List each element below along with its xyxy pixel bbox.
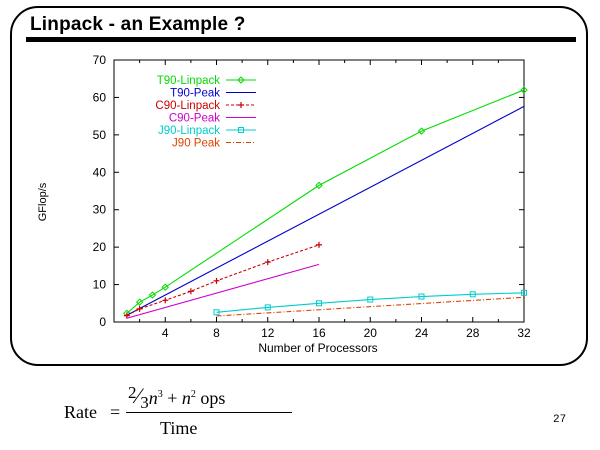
formula-plus: +: [162, 388, 182, 408]
formula-n-term: n: [148, 388, 158, 408]
y-tick-label: 10: [93, 278, 107, 292]
x-tick-label: 20: [364, 326, 378, 340]
data-point-marker: [238, 127, 244, 133]
data-point-marker: [264, 304, 271, 311]
formula-n-term-2: n: [181, 388, 191, 408]
x-axis-label: Number of Processors: [258, 341, 377, 355]
data-point-marker: [187, 288, 194, 295]
data-point-marker: [316, 300, 322, 307]
data-point-marker: [367, 296, 374, 303]
x-tick-label: 28: [466, 326, 480, 340]
series-c90-peak: [126, 263, 320, 319]
slide-frame: [10, 6, 588, 366]
legend: T90-LinpackT90-PeakC90-LinpackC90-PeakJ9…: [155, 75, 256, 150]
data-point-marker: [123, 312, 130, 319]
rate-formula: Rate = 2⁄3n3 + n2 ops Time: [64, 382, 292, 442]
y-tick-label: 0: [99, 315, 106, 329]
x-tick-label: 12: [261, 326, 275, 340]
series-line: [216, 296, 525, 317]
data-point-marker: [520, 86, 528, 94]
formula-frac-denominator: 3: [140, 393, 149, 412]
data-point-marker: [213, 277, 220, 284]
series-t90-peak: [126, 105, 525, 316]
formula-numerator: 2⁄3n3 + n2 ops: [128, 383, 226, 412]
linpack-chart: 0 10 20 30 40 50 60 70 4 8 12 16 20 24 28 32 T90-Linpac…: [37, 53, 531, 355]
formula-exp-3: 3: [157, 389, 163, 400]
data-point-marker: [264, 259, 271, 266]
x-tick-label: 24: [415, 326, 429, 340]
legend-label: C90-Linpack: [155, 100, 220, 112]
legend-label: J90-Linpack: [158, 125, 220, 137]
series-c90-linpack: [123, 241, 322, 319]
y-tick-label: 60: [93, 90, 107, 104]
data-point-marker: [213, 309, 220, 316]
data-point-marker: [418, 293, 425, 300]
y-tick-label: 50: [93, 128, 107, 142]
formula-frac-numerator: 2: [128, 383, 137, 402]
y-tick-label: 70: [93, 53, 107, 67]
data-point-marker: [521, 289, 527, 296]
series-j90-peak: [216, 296, 525, 317]
series-line: [126, 105, 525, 316]
formula-frac-slash: ⁄: [136, 383, 141, 408]
formula-equals: =: [110, 402, 121, 422]
legend-label: T90-Peak: [170, 88, 220, 100]
y-tick-label: 40: [93, 165, 107, 179]
legend-label: J90 Peak: [172, 138, 220, 150]
x-tick-label: 32: [517, 326, 531, 340]
data-point-marker: [469, 291, 476, 298]
series-j90-linpack: [213, 289, 527, 316]
slide-title: Linpack - an Example ?: [30, 14, 246, 35]
data-point-marker: [238, 102, 244, 108]
data-point-marker: [162, 297, 169, 304]
x-tick-label: 8: [213, 326, 220, 340]
formula-unit: ops: [195, 388, 226, 408]
data-point-marker: [161, 283, 169, 291]
series-line: [126, 244, 320, 317]
title-rule: [26, 37, 576, 42]
y-tick-label: 30: [93, 203, 107, 217]
data-point-marker: [315, 181, 323, 190]
legend-label: T90-Linpack: [157, 75, 221, 87]
formula-exp-2: 2: [190, 389, 196, 400]
series-layer: [123, 86, 528, 319]
axis-ticks: 0 10 20 30 40 50 60 70 4 8 12 16 20 24 28 32: [93, 53, 531, 340]
data-point-marker: [316, 241, 322, 248]
formula-label: Rate: [64, 402, 97, 422]
formula-denominator: Time: [160, 418, 198, 438]
y-axis-label: GFlop/s: [37, 182, 49, 221]
data-point-marker: [237, 76, 245, 84]
data-point-marker: [136, 305, 143, 312]
page-number: 27: [553, 414, 567, 426]
data-point-marker: [135, 298, 144, 306]
x-tick-label: 16: [312, 326, 326, 340]
data-point-marker: [148, 291, 157, 299]
series-line: [126, 263, 320, 319]
x-tick-label: 4: [162, 326, 169, 340]
data-point-marker: [417, 127, 426, 135]
legend-label: C90-Peak: [169, 113, 220, 125]
series-line: [126, 89, 525, 314]
formula-fraction-bar: [126, 412, 292, 413]
y-tick-label: 20: [93, 240, 107, 254]
series-line: [216, 292, 525, 313]
